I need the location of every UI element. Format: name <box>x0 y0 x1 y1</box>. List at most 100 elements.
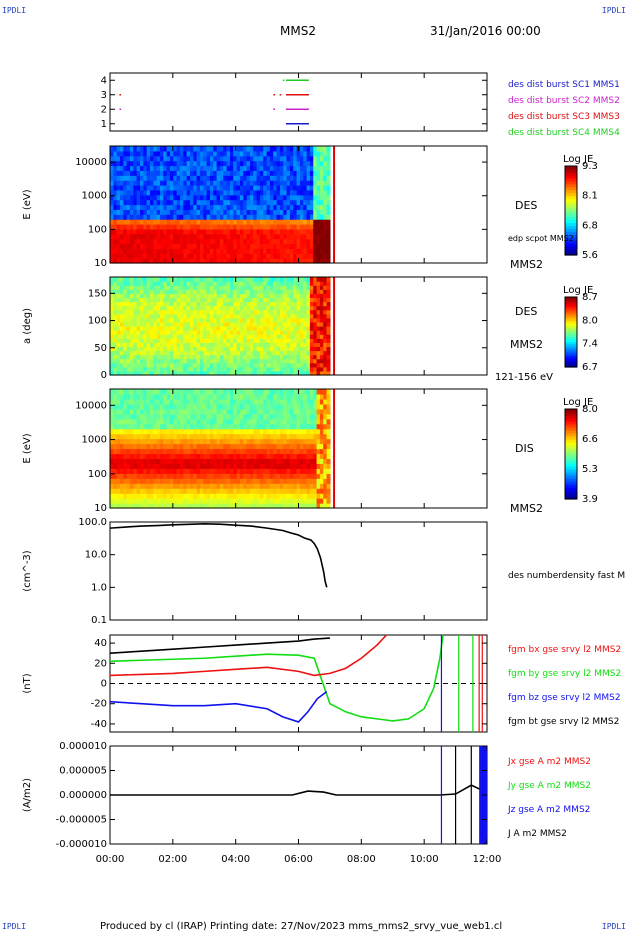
heatmap-cell <box>306 478 311 484</box>
heatmap-cell <box>299 204 304 210</box>
heatmap-cell <box>219 321 224 327</box>
heatmap-cell <box>253 146 258 152</box>
heatmap-cell <box>313 418 318 425</box>
heatmap-cell <box>279 428 284 435</box>
heatmap-cell <box>196 438 201 445</box>
heatmap-cell <box>259 354 264 360</box>
heatmap-cell <box>266 370 271 376</box>
heatmap-cell <box>273 194 278 201</box>
heatmap-cell <box>203 289 208 294</box>
heatmap-cell <box>163 253 168 259</box>
heatmap-cell <box>163 228 168 235</box>
heatmap-cell <box>279 423 284 430</box>
heatmap-cell <box>279 293 284 299</box>
colorbar-tick-label: 6.7 <box>582 362 598 373</box>
heatmap-cell <box>203 293 208 299</box>
heatmap-cell <box>113 418 118 425</box>
heatmap-cell <box>169 185 174 191</box>
colorbar-cell <box>565 481 577 485</box>
heatmap-cell <box>179 428 184 435</box>
heatmap-cell <box>163 498 168 504</box>
heatmap-cell <box>259 305 264 311</box>
heatmap-cell <box>153 453 158 460</box>
heatmap-cell <box>229 277 234 282</box>
heatmap-cell <box>110 453 114 460</box>
heatmap-cell <box>116 248 121 254</box>
heatmap-cell <box>143 289 148 294</box>
heatmap-cell <box>276 498 281 504</box>
heatmap-cell <box>186 258 191 264</box>
heatmap-cell <box>309 473 314 479</box>
heatmap-cell <box>239 498 244 504</box>
heatmap-cell <box>113 199 118 206</box>
heatmap-cell <box>246 338 251 343</box>
heatmap-cell <box>159 326 164 331</box>
heatmap-cell <box>149 478 154 484</box>
heatmap-cell <box>316 413 321 420</box>
heatmap-cell <box>139 433 144 440</box>
heatmap-cell <box>276 243 281 249</box>
heatmap-cell <box>259 493 264 499</box>
heatmap-cell <box>326 258 331 264</box>
heatmap-cell <box>286 214 291 220</box>
heatmap-cell <box>239 155 244 162</box>
heatmap-cell <box>293 354 298 360</box>
heatmap-cell <box>259 423 264 430</box>
heatmap-cell <box>166 258 171 264</box>
heatmap-cell <box>203 453 208 460</box>
heatmap-cell <box>123 277 128 282</box>
heatmap-cell <box>133 317 138 323</box>
heatmap-cell <box>323 493 328 499</box>
heatmap-cell <box>199 238 204 245</box>
heatmap-cell <box>283 258 288 264</box>
heatmap-cell <box>136 289 141 294</box>
heatmap-cell <box>266 214 271 220</box>
heatmap-cell <box>233 398 238 405</box>
heatmap-cell <box>203 219 208 225</box>
heatmap-cell <box>139 233 144 240</box>
heatmap-cell <box>173 330 178 335</box>
heatmap-cell <box>233 468 238 474</box>
heatmap-cell <box>253 483 258 489</box>
heatmap-cell <box>299 370 304 376</box>
heatmap-cell <box>209 253 214 259</box>
heatmap-cell <box>266 503 271 509</box>
heatmap-cell <box>183 317 188 323</box>
heatmap-cell <box>153 443 158 450</box>
heatmap-cell <box>323 393 328 400</box>
heatmap-cell <box>189 453 194 460</box>
heatmap-cell <box>259 334 264 339</box>
heatmap-cell <box>113 293 118 299</box>
heatmap-cell <box>119 238 124 245</box>
heatmap-cell <box>173 358 178 364</box>
heatmap-cell <box>169 258 174 264</box>
heatmap-cell <box>236 488 241 494</box>
heatmap-cell <box>166 408 171 415</box>
heatmap-cell <box>123 309 128 315</box>
heatmap-cell <box>256 228 261 235</box>
heatmap-cell <box>123 248 128 254</box>
heatmap-cell <box>169 346 174 352</box>
heatmap-cell <box>296 219 301 225</box>
heatmap-cell <box>259 389 264 395</box>
heatmap-cell <box>273 354 278 360</box>
heatmap-cell <box>253 185 258 191</box>
heatmap-cell <box>213 224 218 230</box>
heatmap-cell <box>273 350 278 356</box>
heatmap-cell <box>196 155 201 162</box>
des-energy-sc-label: MMS2 <box>510 258 543 271</box>
heatmap-cell <box>323 297 328 303</box>
heatmap-cell <box>173 413 178 420</box>
heatmap-cell <box>159 350 164 356</box>
heatmap-cell <box>219 180 224 186</box>
heatmap-cell <box>163 403 168 410</box>
heatmap-cell <box>306 488 311 494</box>
heatmap-cell <box>216 342 221 348</box>
heatmap-cell <box>116 219 121 225</box>
heatmap-cell <box>266 389 271 395</box>
heatmap-cell <box>110 209 114 215</box>
heatmap-cell <box>159 204 164 210</box>
heatmap-cell <box>223 483 228 489</box>
heatmap-cell <box>313 204 318 210</box>
heatmap-cell <box>326 305 331 311</box>
